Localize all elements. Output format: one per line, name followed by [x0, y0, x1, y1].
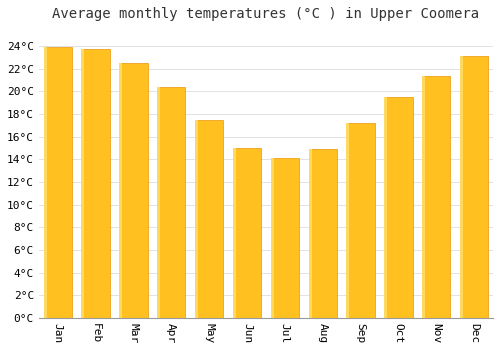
- Bar: [157, 87, 160, 318]
- Bar: [460, 56, 488, 318]
- Bar: [82, 49, 110, 318]
- Bar: [422, 76, 450, 318]
- Bar: [384, 97, 412, 318]
- Bar: [422, 76, 425, 318]
- Bar: [384, 97, 388, 318]
- Bar: [346, 123, 350, 318]
- Bar: [308, 149, 337, 318]
- Bar: [44, 47, 72, 318]
- Bar: [119, 63, 122, 318]
- Bar: [82, 49, 84, 318]
- Bar: [195, 120, 198, 318]
- Bar: [460, 56, 463, 318]
- Bar: [157, 87, 186, 318]
- Bar: [195, 120, 224, 318]
- Bar: [308, 149, 312, 318]
- Bar: [233, 148, 261, 318]
- Bar: [270, 158, 299, 318]
- Bar: [270, 158, 274, 318]
- Title: Average monthly temperatures (°C ) in Upper Coomera: Average monthly temperatures (°C ) in Up…: [52, 7, 480, 21]
- Bar: [346, 123, 375, 318]
- Bar: [233, 148, 236, 318]
- Bar: [44, 47, 46, 318]
- Bar: [119, 63, 148, 318]
